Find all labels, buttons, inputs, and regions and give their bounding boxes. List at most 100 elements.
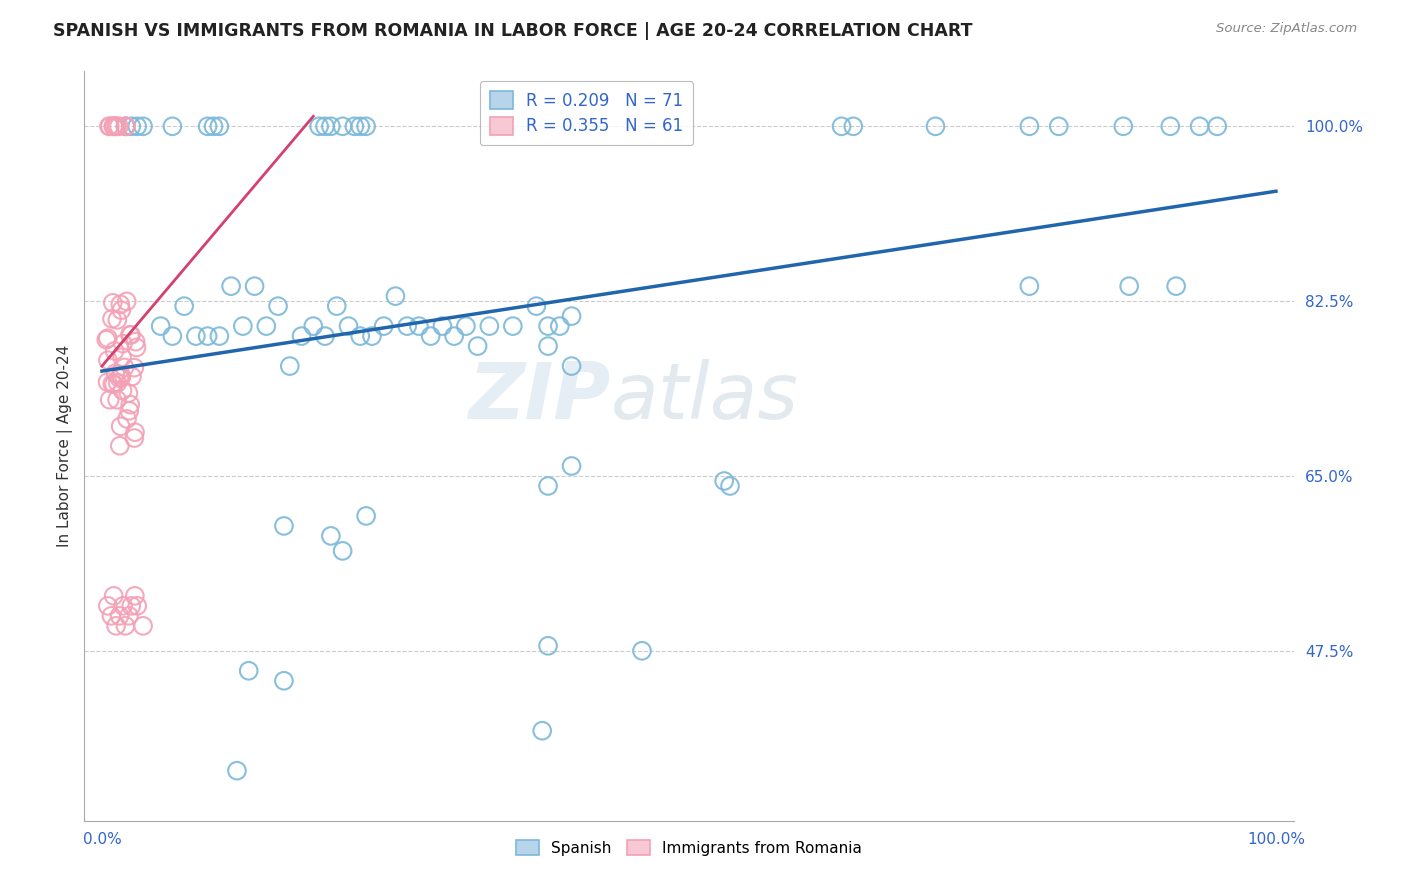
Point bbox=[124, 425, 146, 439]
Point bbox=[1112, 120, 1135, 134]
Point bbox=[115, 120, 138, 134]
Point bbox=[561, 458, 583, 473]
Point bbox=[105, 120, 128, 134]
Point bbox=[111, 350, 134, 364]
Point bbox=[104, 366, 127, 380]
Point bbox=[173, 299, 195, 313]
Point bbox=[103, 377, 125, 392]
Point bbox=[561, 309, 583, 323]
Point bbox=[314, 329, 336, 343]
Point bbox=[454, 319, 477, 334]
Point bbox=[120, 120, 142, 134]
Point bbox=[354, 508, 377, 523]
Point bbox=[343, 120, 366, 134]
Point bbox=[319, 120, 342, 134]
Point bbox=[108, 439, 131, 453]
Point bbox=[273, 673, 295, 688]
Point bbox=[114, 619, 136, 633]
Point bbox=[337, 319, 360, 334]
Point bbox=[105, 619, 128, 633]
Point bbox=[125, 341, 148, 355]
Point bbox=[349, 329, 371, 343]
Point bbox=[110, 297, 132, 311]
Point bbox=[408, 319, 430, 334]
Point bbox=[254, 319, 277, 334]
Y-axis label: In Labor Force | Age 20-24: In Labor Force | Age 20-24 bbox=[58, 345, 73, 547]
Point bbox=[373, 319, 395, 334]
Point bbox=[1018, 279, 1040, 293]
Point bbox=[108, 608, 131, 623]
Point bbox=[118, 327, 141, 342]
Point bbox=[107, 376, 129, 390]
Point bbox=[110, 303, 132, 318]
Point bbox=[149, 319, 172, 334]
Point bbox=[108, 120, 131, 134]
Point bbox=[110, 419, 132, 434]
Point bbox=[467, 339, 489, 353]
Point bbox=[718, 479, 741, 493]
Point bbox=[226, 764, 249, 778]
Point bbox=[831, 120, 853, 134]
Legend: Spanish, Immigrants from Romania: Spanish, Immigrants from Romania bbox=[510, 833, 868, 862]
Point bbox=[924, 120, 946, 134]
Point bbox=[432, 319, 454, 334]
Point bbox=[112, 599, 135, 613]
Text: Source: ZipAtlas.com: Source: ZipAtlas.com bbox=[1216, 22, 1357, 36]
Point bbox=[96, 333, 118, 347]
Text: SPANISH VS IMMIGRANTS FROM ROMANIA IN LABOR FORCE | AGE 20-24 CORRELATION CHART: SPANISH VS IMMIGRANTS FROM ROMANIA IN LA… bbox=[53, 22, 973, 40]
Point bbox=[98, 120, 121, 134]
Point bbox=[349, 120, 371, 134]
Point bbox=[97, 375, 120, 389]
Point bbox=[478, 319, 501, 334]
Point bbox=[105, 120, 128, 134]
Point bbox=[120, 398, 142, 412]
Point bbox=[267, 299, 290, 313]
Point bbox=[208, 329, 231, 343]
Point bbox=[124, 589, 146, 603]
Point bbox=[332, 120, 354, 134]
Point bbox=[1166, 279, 1188, 293]
Point bbox=[308, 120, 330, 134]
Point bbox=[419, 329, 441, 343]
Point bbox=[548, 319, 571, 334]
Point bbox=[103, 120, 125, 134]
Point bbox=[290, 329, 312, 343]
Point bbox=[1018, 120, 1040, 134]
Point bbox=[502, 319, 524, 334]
Point bbox=[120, 327, 142, 342]
Point bbox=[354, 120, 377, 134]
Point bbox=[101, 295, 124, 310]
Point bbox=[101, 376, 124, 391]
Point bbox=[124, 360, 146, 375]
Point bbox=[110, 370, 132, 384]
Point bbox=[118, 608, 141, 623]
Point bbox=[162, 120, 184, 134]
Point bbox=[302, 319, 325, 334]
Point bbox=[332, 544, 354, 558]
Point bbox=[842, 120, 865, 134]
Point bbox=[537, 479, 560, 493]
Point bbox=[98, 392, 121, 407]
Point bbox=[127, 120, 149, 134]
Point bbox=[100, 608, 122, 623]
Point bbox=[120, 599, 142, 613]
Point bbox=[631, 644, 654, 658]
Point bbox=[524, 299, 547, 313]
Point bbox=[1118, 279, 1140, 293]
Point bbox=[361, 329, 384, 343]
Point bbox=[97, 331, 120, 345]
Point bbox=[713, 474, 735, 488]
Point bbox=[101, 311, 124, 326]
Point bbox=[114, 120, 136, 134]
Point bbox=[103, 120, 125, 134]
Point bbox=[326, 299, 349, 313]
Point bbox=[105, 392, 128, 407]
Point bbox=[443, 329, 465, 343]
Point bbox=[105, 313, 128, 327]
Point bbox=[319, 529, 342, 543]
Point bbox=[115, 294, 138, 309]
Point bbox=[98, 120, 121, 134]
Point bbox=[124, 334, 146, 349]
Point bbox=[132, 619, 155, 633]
Point bbox=[121, 369, 143, 384]
